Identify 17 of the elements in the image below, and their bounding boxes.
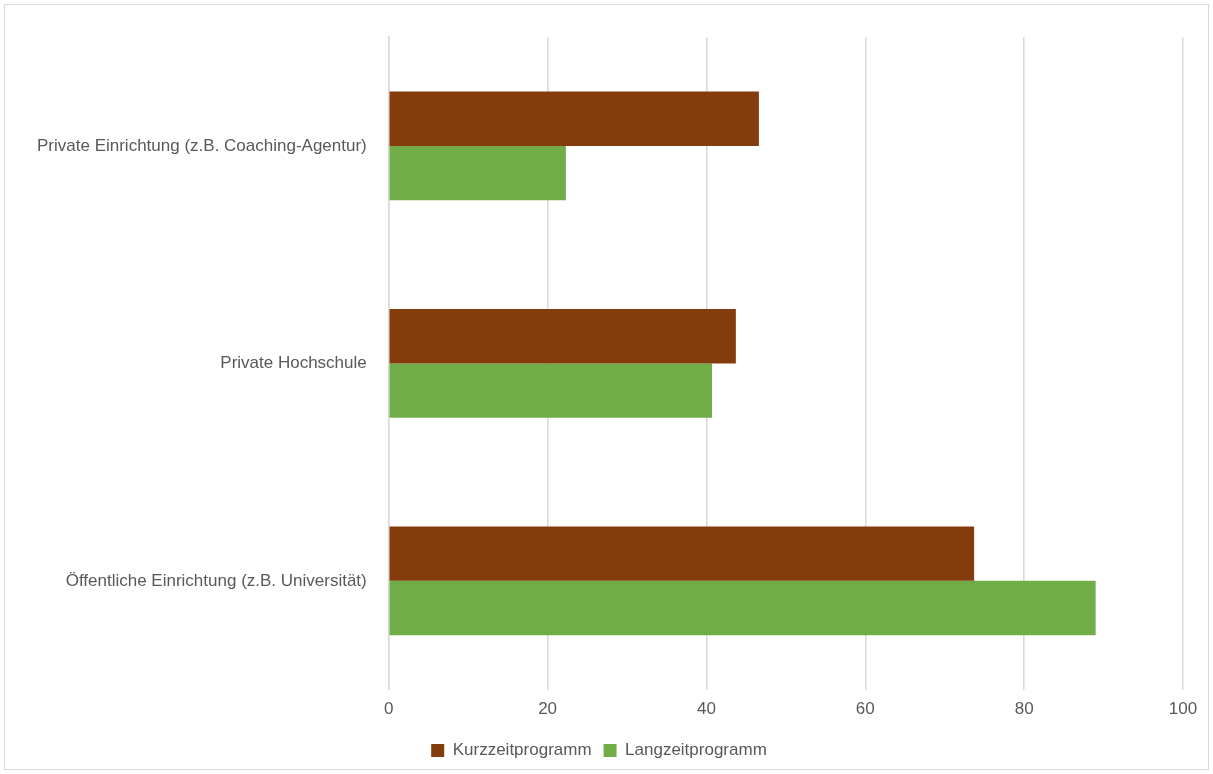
bar (389, 145, 566, 201)
legend-label: Kurzzeitprogramm (452, 740, 592, 760)
x-tick-label: 40 (697, 699, 716, 719)
bar (389, 309, 736, 364)
bar (389, 91, 759, 146)
x-tick-label: 80 (1014, 699, 1034, 719)
x-tick-label: 0 (384, 699, 394, 719)
bar (389, 526, 975, 581)
x-tick-label: 60 (855, 699, 875, 719)
y-tick-label: Private Einrichtung (z.B. Coaching-Agentur) (37, 135, 367, 155)
x-tick-label: 100 (1168, 699, 1198, 719)
bar (389, 580, 1096, 636)
legend-label: Langzeitprogramm (625, 740, 767, 760)
y-tick-label: Private Hochschule (220, 353, 367, 373)
bar (389, 363, 713, 418)
y-tick-label: Öffentliche Einrichtung (z.B. Universität) (65, 570, 367, 590)
x-tick-label: 20 (538, 699, 558, 719)
